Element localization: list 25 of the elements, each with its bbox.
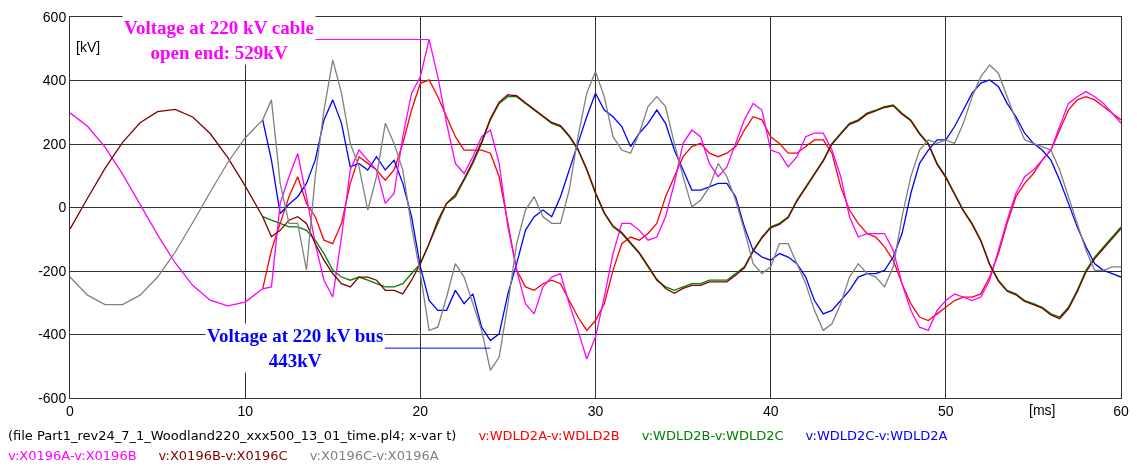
text: v:WDLD2C-v:WDLD2A [805, 427, 948, 445]
y-tick-label: 200 [42, 135, 67, 152]
x-tick-label: 40 [762, 402, 779, 419]
x-tick-label: 10 [237, 402, 254, 419]
text: v:WDLD2B-v:WDLD2C [641, 427, 784, 445]
x-tick-label: 50 [938, 402, 954, 419]
line-series [70, 94, 1121, 320]
x-tick-label: 60 [1113, 402, 1129, 419]
text: v:WDLD2A-v:WDLD2B [478, 427, 620, 445]
y-axis-title: [kV] [76, 39, 101, 55]
text: v:X0196C-v:X0196A [309, 447, 439, 465]
text: v:X0196A-v:X0196B [8, 447, 137, 465]
annotation: Voltage at 220 kV cable open end: 529kV [124, 17, 314, 63]
y-tick-label: 400 [42, 72, 67, 89]
text: (file Part1_rev24_7_1_Woodland220_xxx500_13_01_time.pl4; x-var t) [8, 427, 457, 445]
y-tick-label: -200 [38, 262, 67, 279]
x-tick-label: 20 [412, 402, 429, 419]
y-tick-label: -600 [38, 389, 67, 406]
y-tick-label: -400 [38, 326, 67, 343]
x-tick-label: 30 [587, 402, 604, 419]
y-tick-label: 0 [58, 199, 67, 216]
text: v:X0196B-v:X0196C [158, 447, 288, 465]
annotation: Voltage at 220 kV bus 443kV [207, 325, 384, 371]
y-tick-label: 600 [42, 8, 67, 25]
x-axis-title: [ms] [1029, 402, 1056, 418]
